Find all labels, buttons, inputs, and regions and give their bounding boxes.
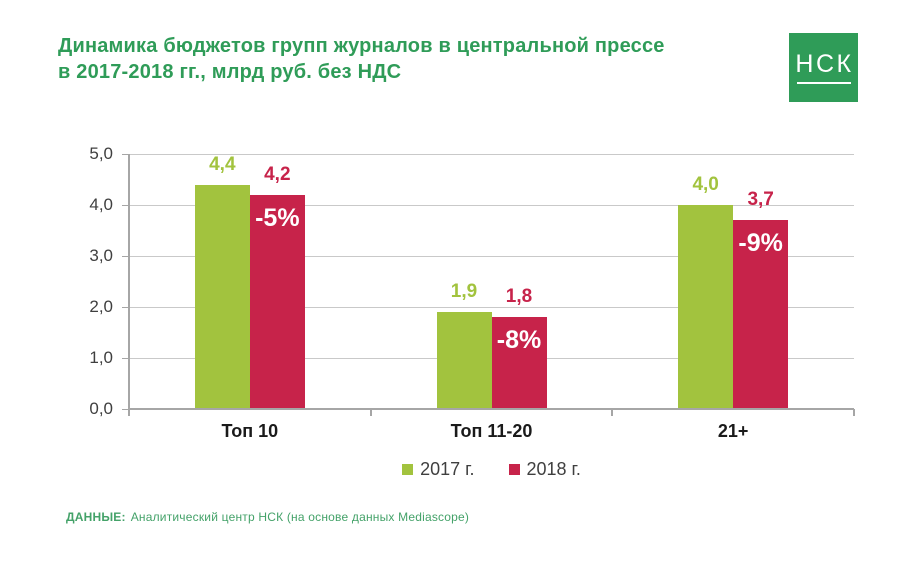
gridline-3 (129, 255, 854, 257)
legend-label-2018: 2018 г. (526, 458, 581, 479)
source-note: ДАННЫЕ: Аналитический центр НСК (на основ… (66, 510, 469, 524)
gridline-5 (129, 153, 854, 155)
bar-value-label-2018-21+: 3,7 (747, 189, 774, 211)
bar-2017-Топ 11-20 (436, 312, 492, 409)
bar-delta-label-Топ 11-20: -8% (496, 326, 542, 355)
y-axis-label-1,0: 1,0 (89, 348, 113, 367)
bar-2017-Топ 10 (194, 184, 250, 409)
chart-title-line2: в 2017-2018 гг., млрд руб. без НДС (58, 61, 402, 83)
category-label-Топ 10: Топ 10 (221, 421, 279, 441)
nsk-logo-underline (796, 82, 851, 84)
bar-2018-Топ 11-20 (491, 317, 547, 409)
legend-swatch-2017 (402, 463, 414, 475)
y-axis-line (128, 154, 130, 416)
gridline-2 (129, 306, 854, 308)
y-axis-tick-3 (122, 255, 129, 257)
legend-item-2018: 2018 г. (508, 458, 581, 480)
nsk-logo: НСК (789, 33, 858, 102)
y-axis-tick-4 (122, 204, 129, 206)
bar-2018-Топ 10 (249, 194, 305, 409)
gridline-4 (129, 204, 854, 206)
x-axis-line (129, 408, 854, 410)
nsk-logo-text: НСК (795, 50, 854, 78)
y-axis-tick-1 (122, 357, 129, 359)
category-label-Топ 11-20: Топ 11-20 (450, 421, 533, 441)
bar-value-label-2017-21+: 4,0 (692, 174, 719, 195)
x-axis-tick-2 (611, 409, 614, 416)
y-axis-tick-5 (122, 153, 129, 155)
x-axis-tick-1 (369, 409, 372, 416)
y-axis-tick-2 (122, 306, 129, 308)
y-axis-tick-0 (122, 408, 129, 410)
y-axis-label-2,0: 2,0 (89, 297, 113, 316)
chart-title: Динамика бюджетов групп журналов в центр… (58, 33, 718, 85)
category-label-21+: 21+ (717, 421, 749, 441)
y-axis-label-3,0: 3,0 (89, 246, 113, 265)
x-axis-tick-0 (128, 409, 130, 416)
bar-value-label-2018-Топ 10: 4,2 (264, 163, 291, 185)
legend-label-2017: 2017 г. (420, 458, 475, 479)
bar-2017-21+ (678, 205, 734, 409)
source-note-label: ДАННЫЕ: (66, 510, 126, 524)
y-axis-label-4,0: 4,0 (89, 195, 113, 214)
bar-value-label-2018-Топ 11-20: 1,8 (505, 286, 533, 308)
legend-swatch-2018 (508, 463, 520, 475)
chart-legend: 2017 г. 2018 г. (129, 456, 854, 482)
legend-item-2017: 2017 г. (402, 458, 475, 480)
y-axis-label-5,0: 5,0 (89, 144, 113, 163)
chart-title-line1: Динамика бюджетов групп журналов в центр… (58, 35, 665, 57)
y-axis-label-0,0: 0,0 (89, 399, 113, 418)
bar-value-label-2017-Топ 11-20: 1,9 (450, 281, 478, 303)
source-note-text: Аналитический центр НСК (на основе данны… (130, 510, 470, 524)
x-axis-tick-3 (853, 409, 855, 416)
bar-delta-label-21+: -9% (738, 229, 783, 258)
bar-2018-21+ (733, 220, 789, 409)
bar-delta-label-Топ 10: -5% (255, 203, 300, 232)
bar-value-label-2017-Топ 10: 4,4 (209, 153, 236, 175)
